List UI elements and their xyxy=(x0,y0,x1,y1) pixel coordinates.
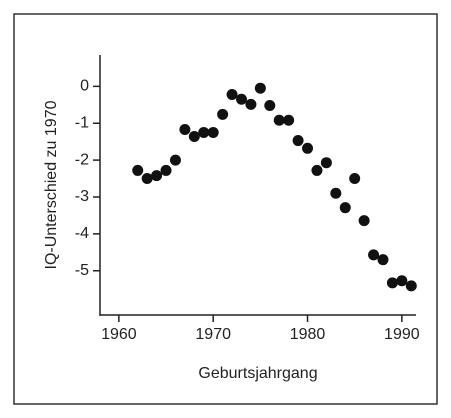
point xyxy=(217,108,229,120)
point xyxy=(235,93,247,105)
y-tick-label: -4 xyxy=(75,225,89,242)
y-tick-label: -5 xyxy=(75,262,89,279)
x-tick-label: 1980 xyxy=(290,326,326,343)
x-axis-label: Geburtsjahrgang xyxy=(198,365,317,382)
y-tick-label: -2 xyxy=(75,151,89,168)
point xyxy=(283,114,295,126)
point xyxy=(368,249,380,261)
frame xyxy=(13,13,438,405)
point xyxy=(292,135,304,147)
point xyxy=(207,126,219,138)
y-axis-label: IQ-Unterschied zu 1970 xyxy=(43,100,60,269)
x-tick-label: 1960 xyxy=(101,326,137,343)
y-tick-label: 0 xyxy=(80,78,89,95)
point xyxy=(226,88,238,100)
point xyxy=(377,254,389,266)
x-tick-label: 1990 xyxy=(384,326,420,343)
y-tick-label: -1 xyxy=(75,114,89,131)
point xyxy=(264,100,276,112)
point xyxy=(179,123,191,135)
point xyxy=(141,173,153,185)
point xyxy=(396,275,408,287)
point xyxy=(254,82,266,94)
point xyxy=(302,142,314,154)
point xyxy=(273,114,285,126)
point xyxy=(198,126,210,138)
point xyxy=(169,154,181,166)
x-tick-label: 1970 xyxy=(195,326,231,343)
point xyxy=(386,277,398,289)
point xyxy=(188,131,200,143)
point xyxy=(405,280,417,292)
point xyxy=(320,157,332,169)
point xyxy=(245,98,257,110)
point xyxy=(339,202,351,214)
point xyxy=(349,173,361,185)
point xyxy=(330,187,342,199)
point xyxy=(151,170,163,182)
point xyxy=(160,164,172,176)
point xyxy=(358,215,370,227)
point xyxy=(132,164,144,176)
y-tick-label: -3 xyxy=(75,188,89,205)
point xyxy=(311,164,323,176)
